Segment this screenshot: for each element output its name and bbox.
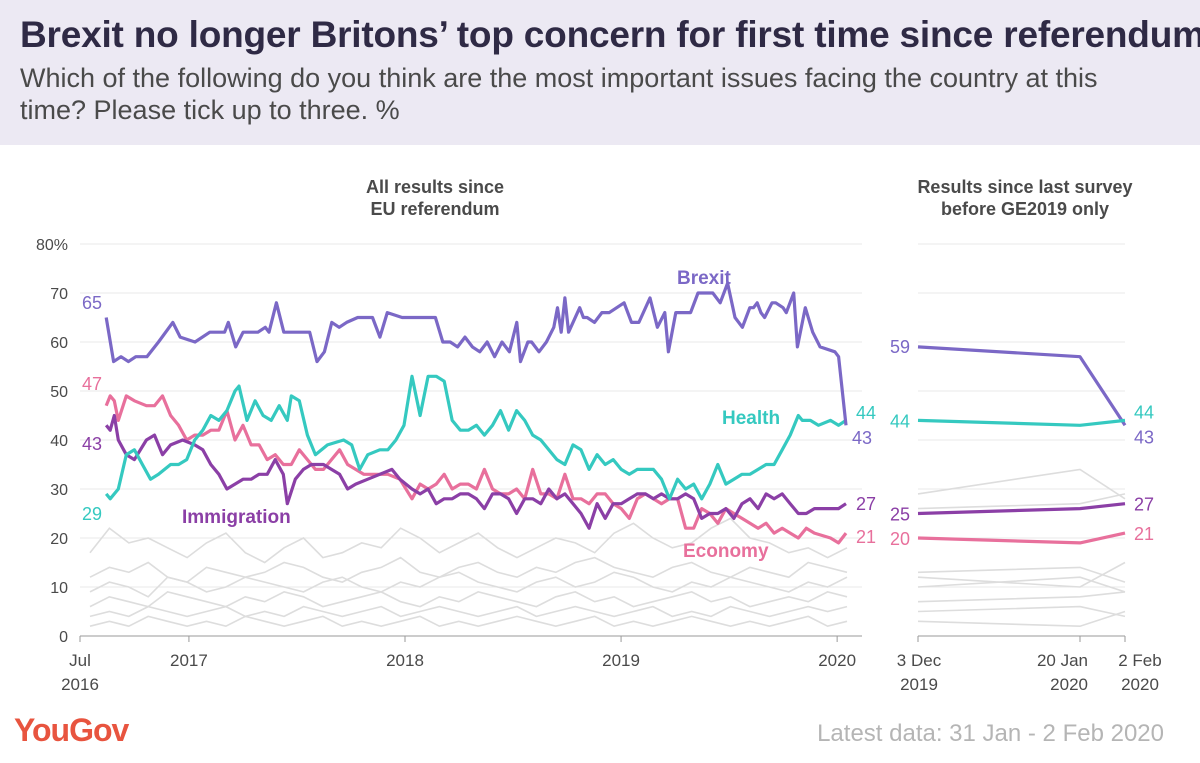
recent-end-label-economy: 21 xyxy=(1134,524,1154,544)
recent-start-label-health: 44 xyxy=(890,411,910,431)
y-tick-label: 40 xyxy=(50,433,68,450)
recent-end-label-health: 44 xyxy=(1134,402,1154,422)
recent-x-tick-label-year: 2020 xyxy=(1050,675,1088,694)
other-issue-line xyxy=(89,605,848,618)
series-name-economy: Economy xyxy=(683,541,769,562)
series-start-label-immigration: 43 xyxy=(82,434,102,454)
header-band: Brexit no longer Britons’ top concern fo… xyxy=(0,0,1200,145)
main-panel-title-line2: EU referendum xyxy=(370,199,500,219)
series-line-health xyxy=(104,374,847,501)
recent-x-tick-label-year: 2020 xyxy=(1121,675,1159,694)
recent-panel-title: Results since last survey before GE2019 … xyxy=(885,176,1165,220)
recent-start-label-economy: 20 xyxy=(890,529,910,549)
x-tick-label: 2018 xyxy=(386,651,424,670)
other-issue-line xyxy=(89,556,848,583)
recent-panel-title-line2: before GE2019 only xyxy=(940,199,1110,219)
main-panel-title: All results since EU referendum xyxy=(320,176,550,220)
x-tick-label: 2017 xyxy=(170,651,208,670)
series-end-label-economy: 21 xyxy=(856,527,876,547)
other-issue-line xyxy=(89,517,848,564)
recent-other-issue-line xyxy=(917,576,1126,593)
recent-other-issue-line xyxy=(917,610,1126,628)
x-tick-label-year: 2016 xyxy=(61,675,99,694)
y-tick-label: 0 xyxy=(59,629,68,646)
y-tick-label: 50 xyxy=(50,384,68,401)
recent-x-tick-label: 20 Jan xyxy=(1037,651,1088,670)
latest-data-note: Latest data: 31 Jan - 2 Feb 2020 xyxy=(817,720,1164,747)
recent-other-issue-line xyxy=(917,591,1126,603)
other-issue-line xyxy=(89,571,848,598)
series-line-immigration xyxy=(104,413,847,530)
series-start-label-economy: 47 xyxy=(82,374,102,394)
recent-series-line-immigration xyxy=(917,502,1126,516)
recent-other-issue-line xyxy=(917,561,1126,588)
series-line-brexit xyxy=(104,281,848,426)
y-tick-label: 80% xyxy=(36,237,68,254)
series-name-immigration: Immigration xyxy=(182,507,291,528)
other-issue-line xyxy=(89,591,848,608)
recent-x-tick-label: 2 Feb xyxy=(1118,651,1161,670)
recent-start-label-immigration: 25 xyxy=(890,505,910,525)
recent-series-line-health xyxy=(917,418,1126,427)
series-end-label-brexit: 43 xyxy=(852,428,872,448)
series-name-health: Health xyxy=(722,408,780,429)
series-line-economy xyxy=(104,394,848,545)
y-tick-label: 60 xyxy=(50,335,68,352)
recent-other-issue-line xyxy=(917,493,1126,510)
main-panel-title-line1: All results since xyxy=(365,177,505,197)
chart-title: Brexit no longer Britons’ top concern fo… xyxy=(20,14,1200,55)
recent-end-label-brexit: 43 xyxy=(1134,427,1154,447)
y-tick-label: 70 xyxy=(50,286,68,303)
other-issue-line xyxy=(89,615,848,628)
x-tick-label: 2020 xyxy=(818,651,856,670)
recent-x-tick-label-year: 2019 xyxy=(900,675,938,694)
x-tick-label: 2019 xyxy=(602,651,640,670)
y-tick-label: 10 xyxy=(50,580,68,597)
yougov-logo: YouGov xyxy=(14,712,129,748)
series-end-label-immigration: 27 xyxy=(856,494,876,514)
x-tick-label: Jul xyxy=(69,651,91,670)
recent-panel-title-line1: Results since last survey xyxy=(917,177,1133,197)
series-name-brexit: Brexit xyxy=(677,268,732,289)
recent-series-line-economy xyxy=(917,531,1126,545)
recent-x-tick-label: 3 Dec xyxy=(897,651,942,670)
series-start-label-brexit: 65 xyxy=(82,293,102,313)
recent-series-line-brexit xyxy=(917,345,1127,427)
recent-end-label-immigration: 27 xyxy=(1134,495,1154,515)
series-start-label-health: 29 xyxy=(82,504,102,524)
recent-other-issue-line xyxy=(917,468,1126,500)
chart-subtitle: Which of the following do you think are … xyxy=(20,63,1098,125)
recent-start-label-brexit: 59 xyxy=(890,337,910,357)
recent-other-issue-line xyxy=(917,566,1126,583)
y-tick-label: 30 xyxy=(50,482,68,499)
y-tick-label: 20 xyxy=(50,531,68,548)
series-end-label-health: 44 xyxy=(856,403,876,423)
recent-other-issue-line xyxy=(917,605,1126,618)
